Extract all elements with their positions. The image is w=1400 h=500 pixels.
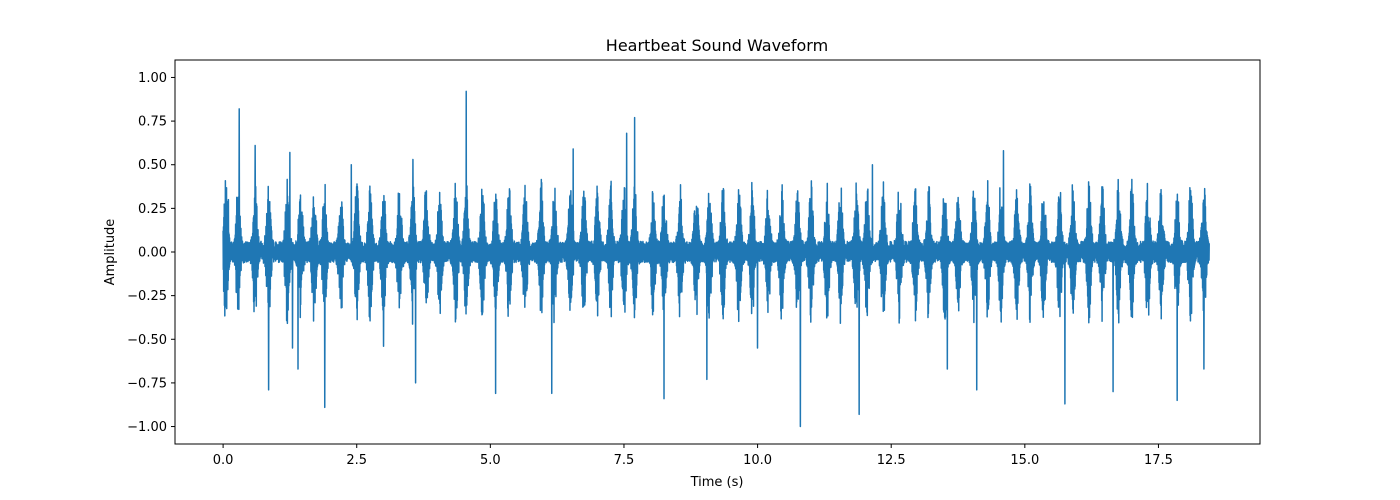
- x-tick-label: 2.5: [346, 453, 367, 468]
- x-tick-label: 15.0: [1010, 453, 1039, 468]
- y-tick-label: 0.50: [138, 158, 167, 173]
- y-tick-label: 0.00: [138, 246, 167, 261]
- y-axis: 1.00 0.75 0.50 0.25 0.00 −0.25 −0.50 −0.75 −1.00: [127, 71, 175, 435]
- x-tick-label: 0.0: [213, 453, 234, 468]
- y-tick-label: −1.00: [127, 420, 167, 435]
- series-layer: [222, 90, 1210, 428]
- y-tick-label: 0.25: [138, 202, 167, 217]
- chart-title: Heartbeat Sound Waveform: [606, 36, 828, 55]
- x-axis-label: Time (s): [690, 475, 744, 490]
- y-tick-label: −0.75: [127, 376, 167, 391]
- x-tick-label: 12.5: [877, 453, 906, 468]
- waveform-series-line: [222, 90, 1210, 428]
- x-axis: 0.0 2.5 5.0 7.5 10.0 12.5 15.0 17.5: [213, 444, 1173, 468]
- y-tick-label: −0.50: [127, 333, 167, 348]
- x-tick-label: 5.0: [480, 453, 501, 468]
- x-tick-label: 17.5: [1144, 453, 1173, 468]
- x-tick-label: 10.0: [743, 453, 772, 468]
- y-tick-label: −0.25: [127, 289, 167, 304]
- y-axis-label: Amplitude: [103, 219, 118, 286]
- x-tick-label: 7.5: [614, 453, 635, 468]
- y-tick-label: 0.75: [138, 115, 167, 130]
- y-tick-label: 1.00: [138, 71, 167, 86]
